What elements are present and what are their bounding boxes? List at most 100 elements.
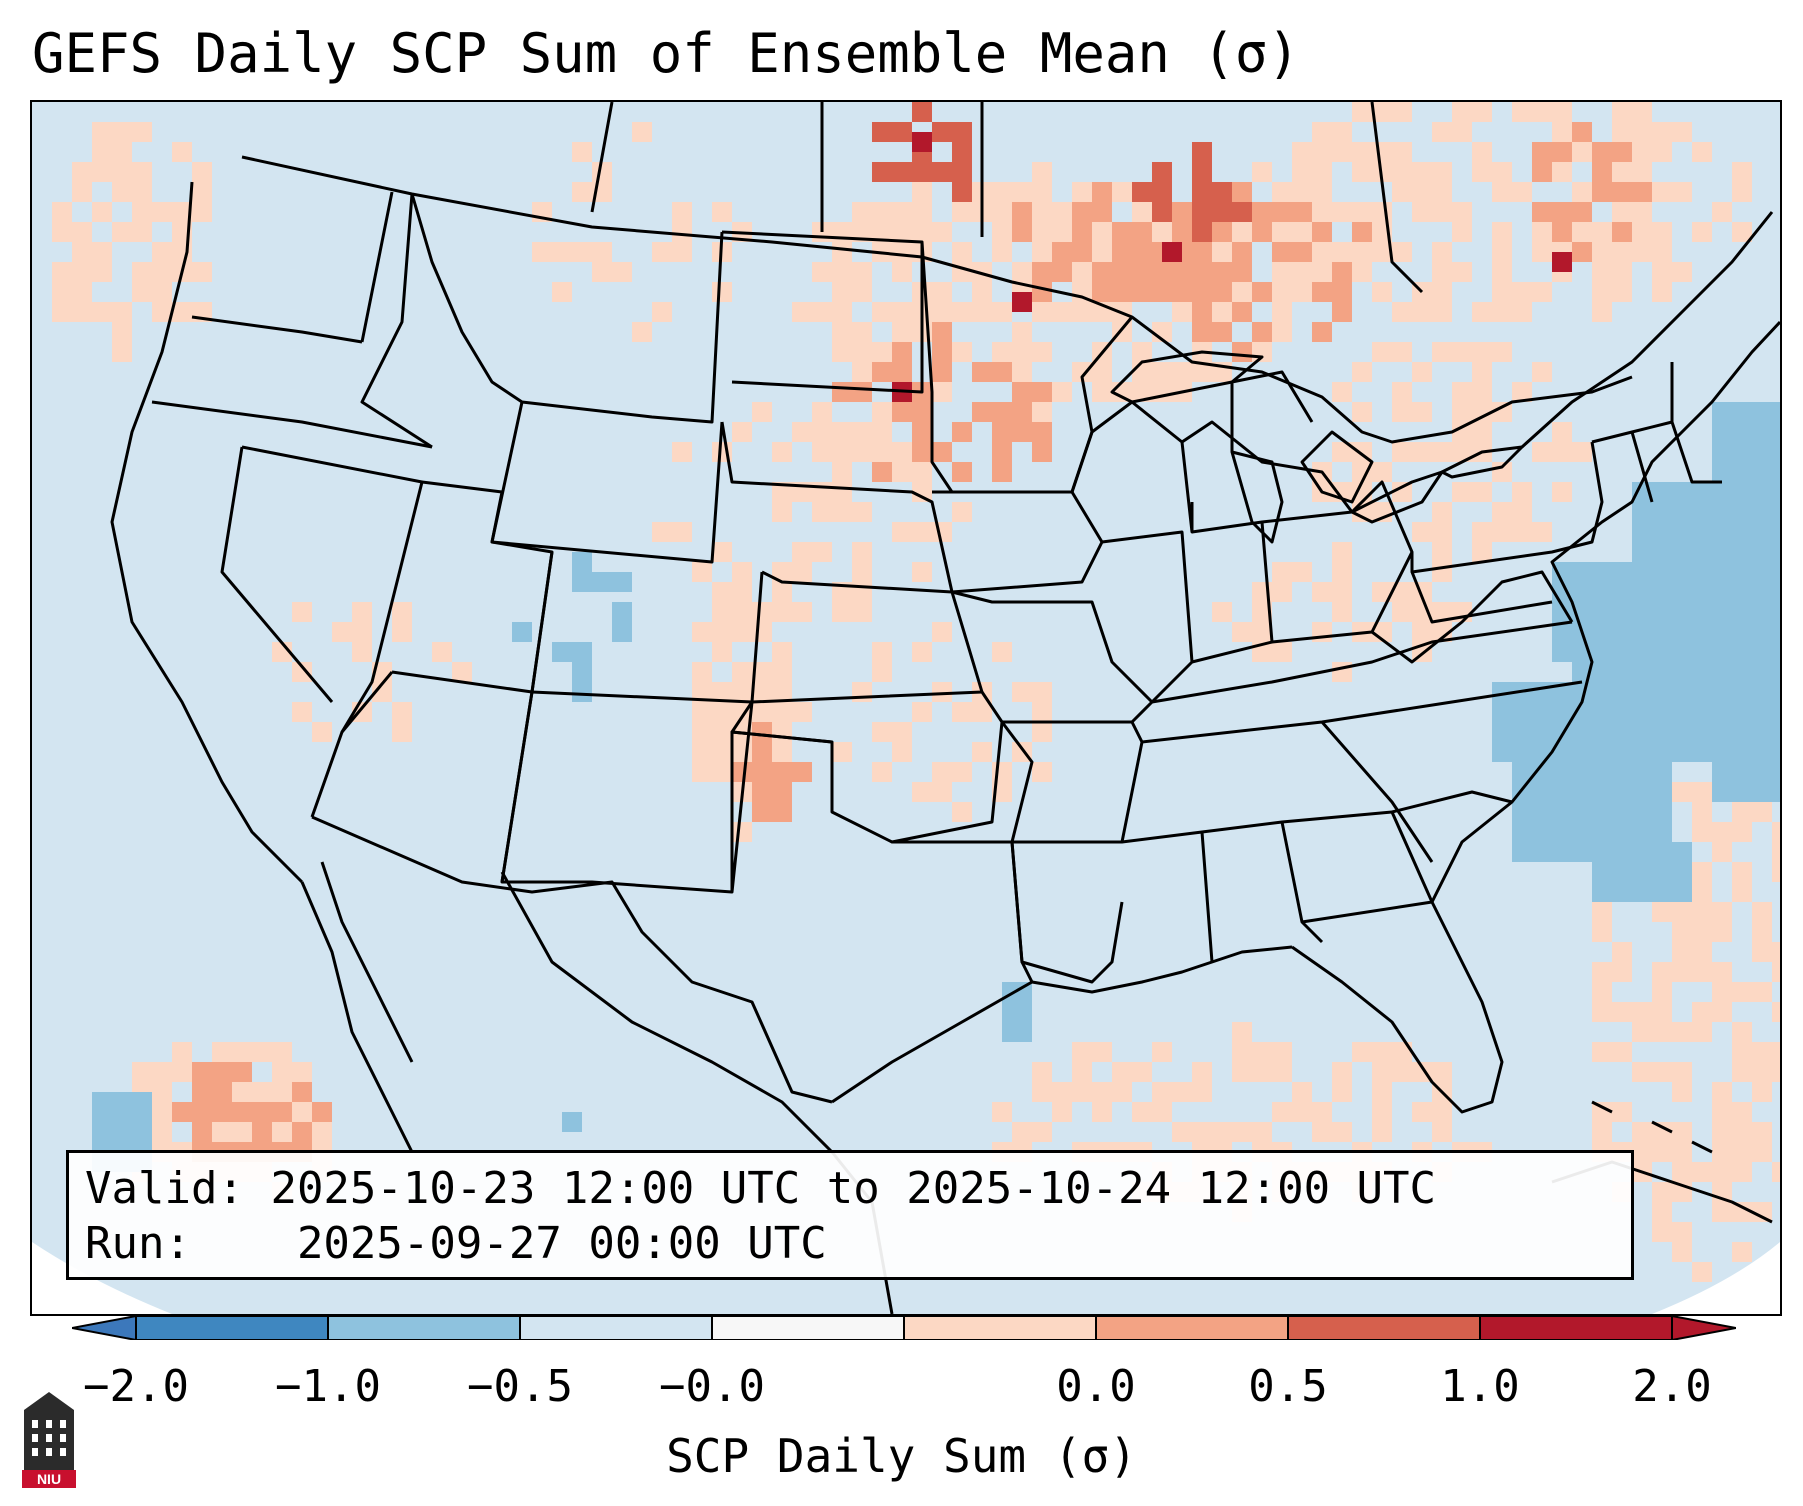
anomaly-cell: [1152, 222, 1172, 242]
anomaly-cell: [1392, 482, 1412, 502]
anomaly-cell: [812, 502, 832, 522]
anomaly-cell: [1352, 222, 1372, 242]
border-wi: [1070, 400, 1194, 534]
anomaly-cell: [772, 442, 792, 462]
anomaly-cell: [72, 262, 92, 282]
anomaly-cell: [712, 682, 732, 702]
anomaly-cell: [792, 422, 812, 442]
anomaly-cell: [212, 1102, 232, 1122]
anomaly-cell: [1332, 242, 1352, 262]
anomaly-cell: [1772, 1002, 1780, 1022]
anomaly-cell: [1612, 202, 1632, 222]
anomaly-cell: [832, 342, 852, 362]
anomaly-cell: [972, 362, 992, 382]
anomaly-cell: [1312, 122, 1332, 142]
anomaly-cell: [852, 202, 872, 222]
anomaly-cell: [1692, 902, 1712, 922]
anomaly-cell: [1032, 1122, 1052, 1142]
anomaly-cell: [1772, 822, 1780, 842]
anomaly-cell: [1452, 382, 1472, 402]
anomaly-cell: [1432, 342, 1452, 362]
anomaly-cell: [192, 202, 212, 222]
anomaly-cell: [1732, 822, 1752, 842]
anomaly-cell: [1672, 942, 1692, 962]
anomaly-cell: [652, 302, 672, 322]
anomaly-cell: [272, 1122, 292, 1142]
anomaly-cell: [1312, 322, 1332, 342]
anomaly-cell: [1472, 302, 1492, 322]
anomaly-cell: [1012, 182, 1032, 202]
anomaly-cell: [1592, 922, 1612, 942]
anomaly-cell: [1732, 1062, 1752, 1082]
anomaly-cell: [872, 202, 892, 222]
anomaly-cell: [1612, 162, 1632, 182]
anomaly-cell: [1032, 262, 1052, 282]
anomaly-cell: [692, 702, 712, 722]
anomaly-cell: [1392, 602, 1412, 622]
anomaly-cell: [912, 562, 932, 582]
anomaly-cell: [1072, 302, 1092, 322]
anomaly-cell: [732, 762, 752, 782]
run-value: 2025-09-27 00:00 UTC: [296, 1218, 827, 1269]
colorbar-tick-label: −0.0: [659, 1361, 765, 1412]
anomaly-cell: [1512, 282, 1532, 302]
anomaly-cell: [1632, 102, 1652, 122]
anomaly-cell: [1452, 402, 1472, 422]
anomaly-cell: [1672, 262, 1692, 282]
anomaly-cell: [1032, 442, 1052, 462]
anomaly-cell: [932, 342, 952, 362]
anomaly-cell: [1492, 182, 1512, 202]
border-la: [1010, 841, 1124, 984]
anomaly-cell: [1612, 122, 1632, 142]
anomaly-cell: [1752, 1082, 1772, 1102]
anomaly-cell: [112, 142, 132, 162]
anomaly-cell: [1652, 262, 1672, 282]
anomaly-cell: [1432, 282, 1452, 302]
anomaly-cell: [252, 1122, 272, 1142]
anomaly-cell: [1572, 442, 1592, 462]
anomaly-cell: [812, 442, 832, 462]
anomaly-cell: [1212, 322, 1232, 342]
anomaly-cell: [1552, 562, 1780, 662]
anomaly-cell: [1432, 522, 1452, 542]
anomaly-cell: [1692, 1262, 1712, 1282]
anomaly-cell: [932, 122, 952, 142]
anomaly-cell: [1052, 262, 1072, 282]
anomaly-cell: [852, 562, 872, 582]
anomaly-cell: [1632, 1122, 1652, 1142]
anomaly-cell: [1492, 522, 1512, 542]
anomaly-cell: [772, 582, 792, 602]
anomaly-cell: [232, 1122, 252, 1142]
anomaly-cell: [1632, 1002, 1652, 1022]
anomaly-cell: [132, 162, 152, 182]
anomaly-cell: [892, 722, 912, 742]
anomaly-cell: [1672, 1222, 1692, 1242]
anomaly-cell: [1352, 262, 1372, 282]
anomaly-cell: [1412, 622, 1432, 642]
anomaly-cell: [152, 242, 172, 262]
anomaly-cell: [92, 142, 112, 162]
anomaly-cell: [552, 642, 592, 662]
anomaly-cell: [172, 302, 192, 322]
anomaly-cell: [1032, 182, 1052, 202]
anomaly-cell: [1132, 342, 1152, 362]
anomaly-cell: [712, 642, 732, 662]
anomaly-cell: [1672, 922, 1692, 942]
colorbar-label: SCP Daily Sum (σ): [666, 1429, 1137, 1483]
anomaly-cell: [1252, 1062, 1272, 1082]
anomaly-cell: [1432, 162, 1452, 182]
anomaly-cell: [1232, 622, 1252, 642]
anomaly-cell: [1192, 1122, 1212, 1142]
domain-edge-bottom-right: [1652, 1242, 1780, 1314]
anomaly-cell: [1592, 842, 1692, 902]
anomaly-cell: [852, 542, 872, 562]
anomaly-cell: [1132, 1102, 1152, 1122]
anomaly-cell: [1412, 1102, 1432, 1122]
anomaly-cell: [192, 182, 212, 202]
anomaly-cell: [1452, 122, 1472, 142]
anomaly-cell: [192, 262, 212, 282]
anomaly-cell: [952, 202, 972, 222]
anomaly-cell: [672, 202, 692, 222]
anomaly-cell: [1472, 162, 1492, 182]
anomaly-cell: [92, 262, 112, 282]
